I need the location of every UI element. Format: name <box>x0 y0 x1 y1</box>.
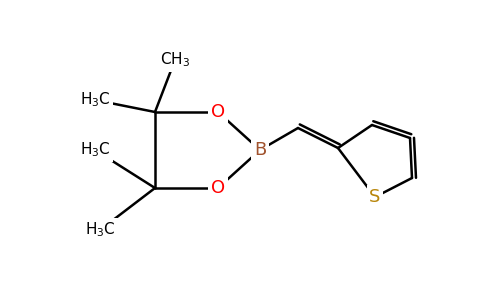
Text: B: B <box>254 141 266 159</box>
Text: H$_3$C: H$_3$C <box>85 221 115 239</box>
Text: H$_3$C: H$_3$C <box>80 91 110 109</box>
Text: S: S <box>369 188 381 206</box>
Text: H$_3$C: H$_3$C <box>80 141 110 159</box>
Text: O: O <box>211 179 225 197</box>
Text: O: O <box>211 103 225 121</box>
Text: CH$_3$: CH$_3$ <box>160 51 190 69</box>
